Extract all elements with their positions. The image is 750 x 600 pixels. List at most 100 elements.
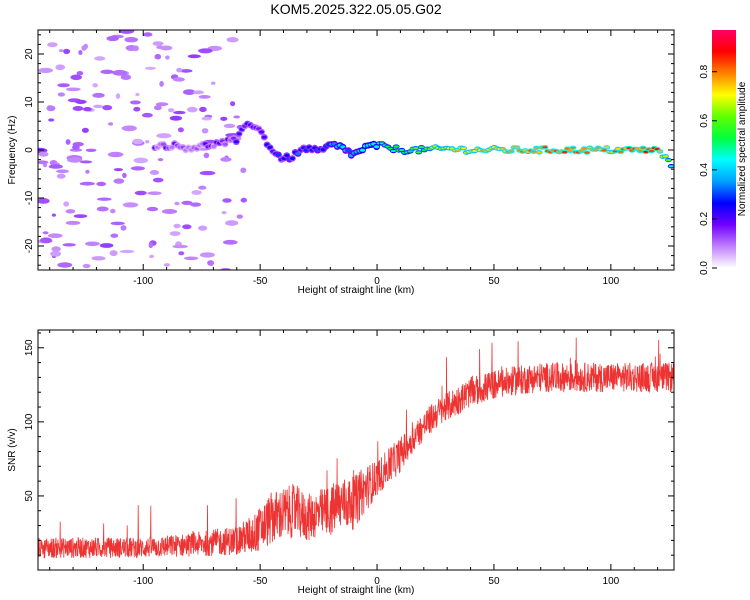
spectrogram-blob bbox=[230, 101, 236, 107]
snr-ytick-label: 100 bbox=[24, 413, 35, 430]
spectrogram-blob bbox=[159, 80, 164, 87]
spectrogram-blob bbox=[220, 267, 231, 270]
colorbar-label: Normalized spectral amplitude bbox=[737, 81, 748, 216]
spectrogram-ridge-core bbox=[393, 145, 399, 148]
spectrogram-blob bbox=[97, 197, 112, 201]
colorbar-tick-label: 0.8 bbox=[699, 64, 710, 78]
spectrogram-blob bbox=[118, 30, 135, 34]
spectrogram-frame bbox=[37, 29, 675, 271]
colorbar-ticks: 0.0 0.2 0.4 0.6 0.8 bbox=[699, 64, 717, 275]
spectrogram-blob bbox=[94, 56, 106, 61]
spectrogram-blob bbox=[63, 201, 70, 207]
spectrogram-blob bbox=[102, 105, 113, 111]
spectrogram-blob bbox=[112, 69, 128, 76]
spectrogram-blob bbox=[198, 185, 207, 190]
spectrogram-blob bbox=[80, 160, 93, 164]
spectrogram-blob bbox=[85, 241, 100, 247]
spectrogram-blob bbox=[199, 170, 216, 176]
spectrogram-blob bbox=[176, 67, 183, 73]
spectrogram-blob bbox=[203, 152, 210, 159]
spectrogram-ridge-core bbox=[536, 151, 542, 154]
spectrogram-blob bbox=[145, 140, 150, 144]
spectrogram-blob bbox=[130, 166, 145, 171]
spectrogram-blob bbox=[236, 214, 243, 219]
spectrogram-ridge-core bbox=[567, 149, 573, 152]
spectrogram-ridge-core bbox=[359, 148, 366, 152]
spectrogram-blob bbox=[38, 67, 53, 74]
spectrogram-blob bbox=[132, 45, 139, 52]
spectrogram-blob bbox=[81, 127, 89, 133]
spectrogram-blob bbox=[152, 41, 164, 46]
spectrogram-blob bbox=[135, 92, 140, 97]
snr-plot-area bbox=[38, 330, 674, 570]
figure-title: KOM5.2025.322.05.05.G02 bbox=[270, 1, 441, 17]
spectrogram-blob bbox=[83, 107, 92, 112]
snr-ytick-label: 150 bbox=[24, 339, 35, 356]
spectrogram-blob bbox=[133, 157, 148, 164]
spectrogram-blob bbox=[110, 208, 116, 214]
spectrogram-blob bbox=[122, 202, 139, 208]
spectrogram-blob bbox=[83, 43, 89, 50]
snr-xtick-label: 100 bbox=[603, 576, 620, 587]
spectrogram-blob bbox=[177, 127, 184, 133]
spectrogram-ridge-core bbox=[665, 159, 672, 162]
spectrogram-blob bbox=[51, 213, 57, 217]
spectrogram-blob bbox=[57, 83, 70, 88]
spectrogram-xtick-label: -50 bbox=[253, 276, 268, 287]
spectrogram-blob bbox=[47, 42, 58, 48]
colorbar: 0.0 0.2 0.4 0.6 0.8 Normalized spectral ampl… bbox=[699, 30, 748, 275]
spectrogram-blob bbox=[187, 54, 201, 59]
spectrogram-blob bbox=[159, 45, 173, 51]
spectrogram-blob bbox=[199, 106, 207, 113]
spectrogram-blob bbox=[122, 172, 127, 178]
spectrogram-xtick-label: 0 bbox=[374, 276, 380, 287]
spectrogram-blob bbox=[55, 64, 66, 71]
spectrogram-blob bbox=[96, 206, 109, 212]
spectrogram-blob bbox=[172, 244, 188, 249]
spectrogram-ridge-core bbox=[562, 151, 568, 154]
spectrogram-blob bbox=[156, 133, 172, 139]
spectrogram-blob bbox=[146, 206, 159, 212]
spectrogram-blob bbox=[70, 74, 82, 81]
spectrogram-ridge-core bbox=[413, 147, 419, 150]
spectrogram-ridge-core bbox=[581, 147, 587, 150]
spectrogram-blob bbox=[152, 177, 164, 183]
spectrogram-blob bbox=[110, 233, 119, 238]
spectrogram-ridge-core bbox=[508, 150, 514, 153]
spectrogram-blob bbox=[43, 162, 47, 168]
spectrogram-blob bbox=[46, 105, 56, 112]
spectrogram-ridge-core bbox=[615, 147, 621, 150]
spectrogram-blob bbox=[85, 169, 90, 174]
spectrogram-ytick-label: -20 bbox=[24, 238, 35, 253]
spectrogram-blob bbox=[72, 106, 84, 111]
spectrogram-blob bbox=[50, 250, 62, 257]
spectrogram-ridge-core bbox=[258, 130, 265, 134]
spectrogram-ridge-core bbox=[663, 155, 669, 158]
spectrogram-blob bbox=[91, 256, 106, 261]
spectrogram-heatmap bbox=[38, 30, 674, 270]
spectrogram-blob bbox=[201, 128, 209, 134]
spectrogram-blob bbox=[161, 209, 178, 214]
spectrogram-ridge-core bbox=[514, 146, 520, 149]
spectrogram-blob bbox=[144, 66, 156, 70]
spectrogram-blob bbox=[65, 209, 76, 214]
spectrogram-ridge-core bbox=[570, 146, 576, 149]
spectrogram-blob bbox=[85, 148, 97, 152]
spectrogram-ridge-core bbox=[416, 151, 422, 154]
spectrogram-blob bbox=[124, 37, 138, 43]
spectrogram-ridge-core bbox=[461, 147, 467, 150]
spectrogram-ridge-core bbox=[261, 135, 267, 139]
spectrogram-blob bbox=[191, 190, 202, 195]
spectrogram-ridge-core bbox=[418, 146, 425, 149]
spectrogram-xtick-label: -100 bbox=[133, 276, 153, 287]
spectrogram-blob bbox=[154, 53, 162, 60]
spectrogram-blob bbox=[233, 115, 240, 119]
snr-xtick-label: -50 bbox=[253, 576, 268, 587]
spectrogram-blob bbox=[142, 32, 153, 37]
spectrogram-ridge-core bbox=[275, 153, 281, 157]
spectrogram-blob bbox=[178, 251, 185, 256]
spectrogram-blob bbox=[121, 125, 137, 132]
colorbar-tick-label: 0.4 bbox=[699, 162, 710, 176]
spectrogram-ridge-core bbox=[284, 153, 290, 157]
